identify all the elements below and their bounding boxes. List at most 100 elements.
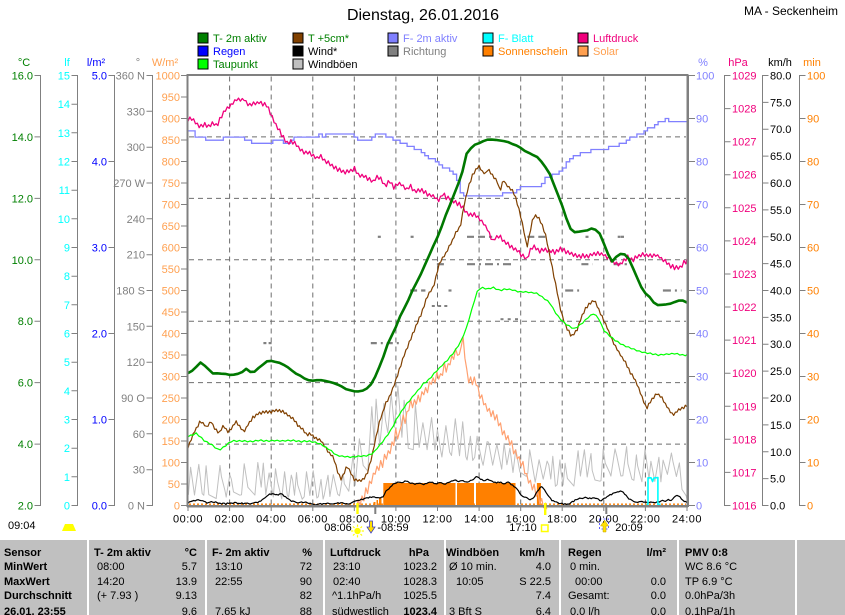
svg-text:2: 2 [64, 443, 70, 455]
svg-text:km/h: km/h [768, 57, 792, 69]
svg-text:4.0: 4.0 [18, 439, 33, 451]
svg-text:°C: °C [18, 57, 30, 69]
svg-text:15: 15 [58, 71, 70, 83]
svg-text:04:00: 04:00 [256, 514, 286, 526]
svg-text:1027: 1027 [732, 137, 756, 149]
svg-text:%: % [698, 57, 708, 69]
svg-text:400: 400 [162, 329, 180, 341]
svg-text:12: 12 [58, 157, 70, 169]
svg-text:50: 50 [807, 286, 819, 298]
svg-text:50: 50 [696, 286, 708, 298]
svg-text:40: 40 [807, 329, 819, 341]
svg-text:50.0: 50.0 [770, 232, 791, 244]
svg-text:650: 650 [162, 221, 180, 233]
svg-text:1026: 1026 [732, 170, 756, 182]
svg-text:70.0: 70.0 [770, 124, 791, 136]
svg-text:65.0: 65.0 [770, 151, 791, 163]
svg-text:250: 250 [162, 393, 180, 405]
svg-text:30.0: 30.0 [770, 339, 791, 351]
svg-text:16:00: 16:00 [506, 514, 536, 526]
svg-text:14:00: 14:00 [464, 514, 494, 526]
svg-text:1023: 1023 [732, 269, 756, 281]
svg-text:950: 950 [162, 92, 180, 104]
svg-text:90 O: 90 O [121, 393, 145, 405]
svg-text:0: 0 [807, 501, 813, 513]
svg-text:0: 0 [64, 501, 70, 513]
svg-text:40: 40 [696, 329, 708, 341]
svg-text:24:00: 24:00 [672, 514, 702, 526]
svg-text:0: 0 [696, 501, 702, 513]
svg-text:Solar: Solar [593, 46, 619, 58]
svg-text:-08:59: -08:59 [377, 522, 408, 534]
svg-text:50: 50 [168, 479, 180, 491]
svg-text:240: 240 [127, 214, 145, 226]
svg-text:1029: 1029 [732, 71, 756, 83]
svg-text:8: 8 [64, 271, 70, 283]
svg-text:70: 70 [807, 200, 819, 212]
svg-text:6.0: 6.0 [18, 378, 33, 390]
svg-text:600: 600 [162, 243, 180, 255]
svg-text:14.0: 14.0 [12, 132, 33, 144]
svg-text:22:00: 22:00 [630, 514, 660, 526]
svg-text:09:04: 09:04 [8, 520, 36, 532]
svg-text:550: 550 [162, 264, 180, 276]
svg-text:350: 350 [162, 350, 180, 362]
svg-text:min: min [803, 57, 821, 69]
svg-text:70: 70 [696, 200, 708, 212]
svg-text:40.0: 40.0 [770, 286, 791, 298]
svg-text:3.0: 3.0 [92, 243, 107, 255]
svg-text:850: 850 [162, 135, 180, 147]
svg-text:150: 150 [162, 436, 180, 448]
svg-text:1025: 1025 [732, 203, 756, 215]
svg-text:00:00: 00:00 [173, 514, 203, 526]
svg-text:10.0: 10.0 [770, 447, 791, 459]
svg-text:330: 330 [127, 106, 145, 118]
svg-text:Taupunkt: Taupunkt [213, 59, 258, 71]
svg-text:1021: 1021 [732, 335, 756, 347]
svg-text:15.0: 15.0 [770, 420, 791, 432]
svg-text:300: 300 [162, 372, 180, 384]
svg-text:1018: 1018 [732, 434, 756, 446]
svg-text:F- Blatt: F- Blatt [498, 33, 533, 45]
svg-text:11: 11 [59, 185, 70, 197]
svg-text:1024: 1024 [732, 236, 756, 248]
svg-text:02:00: 02:00 [215, 514, 245, 526]
svg-text:6: 6 [64, 329, 70, 341]
svg-text:750: 750 [162, 178, 180, 190]
svg-text:900: 900 [162, 114, 180, 126]
svg-text:20:00: 20:00 [589, 514, 619, 526]
svg-text:l/m²: l/m² [87, 57, 106, 69]
svg-text:7: 7 [64, 300, 70, 312]
svg-text:T- 2m aktiv: T- 2m aktiv [213, 33, 267, 45]
svg-text:10: 10 [58, 214, 70, 226]
svg-text:18:00: 18:00 [547, 514, 577, 526]
svg-text:1.0: 1.0 [92, 415, 107, 427]
svg-text:0.0: 0.0 [92, 501, 107, 513]
svg-text:20: 20 [696, 415, 708, 427]
svg-text:0.0: 0.0 [770, 501, 785, 513]
svg-text:MA - Seckenheim: MA - Seckenheim [744, 4, 838, 18]
svg-text:200: 200 [162, 415, 180, 427]
svg-text:180 S: 180 S [116, 286, 145, 298]
svg-text:10.0: 10.0 [12, 255, 33, 267]
svg-text:06:00: 06:00 [298, 514, 328, 526]
svg-text:30: 30 [133, 465, 145, 477]
svg-text:10: 10 [696, 458, 708, 470]
svg-text:1017: 1017 [732, 467, 756, 479]
svg-text:08:06: 08:06 [324, 522, 352, 534]
svg-text:80: 80 [807, 157, 819, 169]
svg-text:1016: 1016 [732, 501, 756, 513]
svg-text:270 W: 270 W [113, 178, 145, 190]
svg-text:100: 100 [807, 71, 825, 83]
svg-text:Windböen: Windböen [308, 59, 358, 71]
svg-text:150: 150 [127, 321, 145, 333]
svg-text:120: 120 [127, 357, 145, 369]
svg-text:1020: 1020 [732, 368, 756, 380]
svg-text:60: 60 [696, 243, 708, 255]
svg-text:500: 500 [162, 286, 180, 298]
svg-text:3: 3 [64, 415, 70, 427]
svg-text:450: 450 [162, 307, 180, 319]
svg-text:1022: 1022 [732, 302, 756, 314]
svg-text:100: 100 [162, 458, 180, 470]
svg-text:210: 210 [127, 250, 145, 262]
